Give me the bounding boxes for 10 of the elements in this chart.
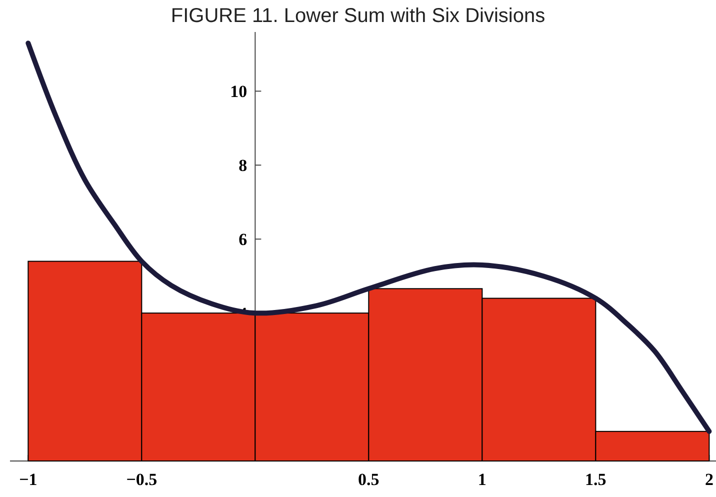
y-tick-label: 6	[238, 230, 248, 250]
x-tick-label: −0.5	[126, 470, 158, 489]
y-tick-label: 10	[230, 82, 248, 102]
x-tick-label: 1	[478, 470, 486, 489]
x-tick-label: 0.5	[358, 470, 380, 489]
chart-title: FIGURE 11. Lower Sum with Six Divisions	[170, 5, 546, 27]
y-tick-label: 8	[238, 156, 248, 176]
x-tick-label: 2	[704, 470, 714, 489]
x-tick-label: −1	[19, 470, 38, 489]
x-tick-label: 1.5	[585, 470, 606, 489]
